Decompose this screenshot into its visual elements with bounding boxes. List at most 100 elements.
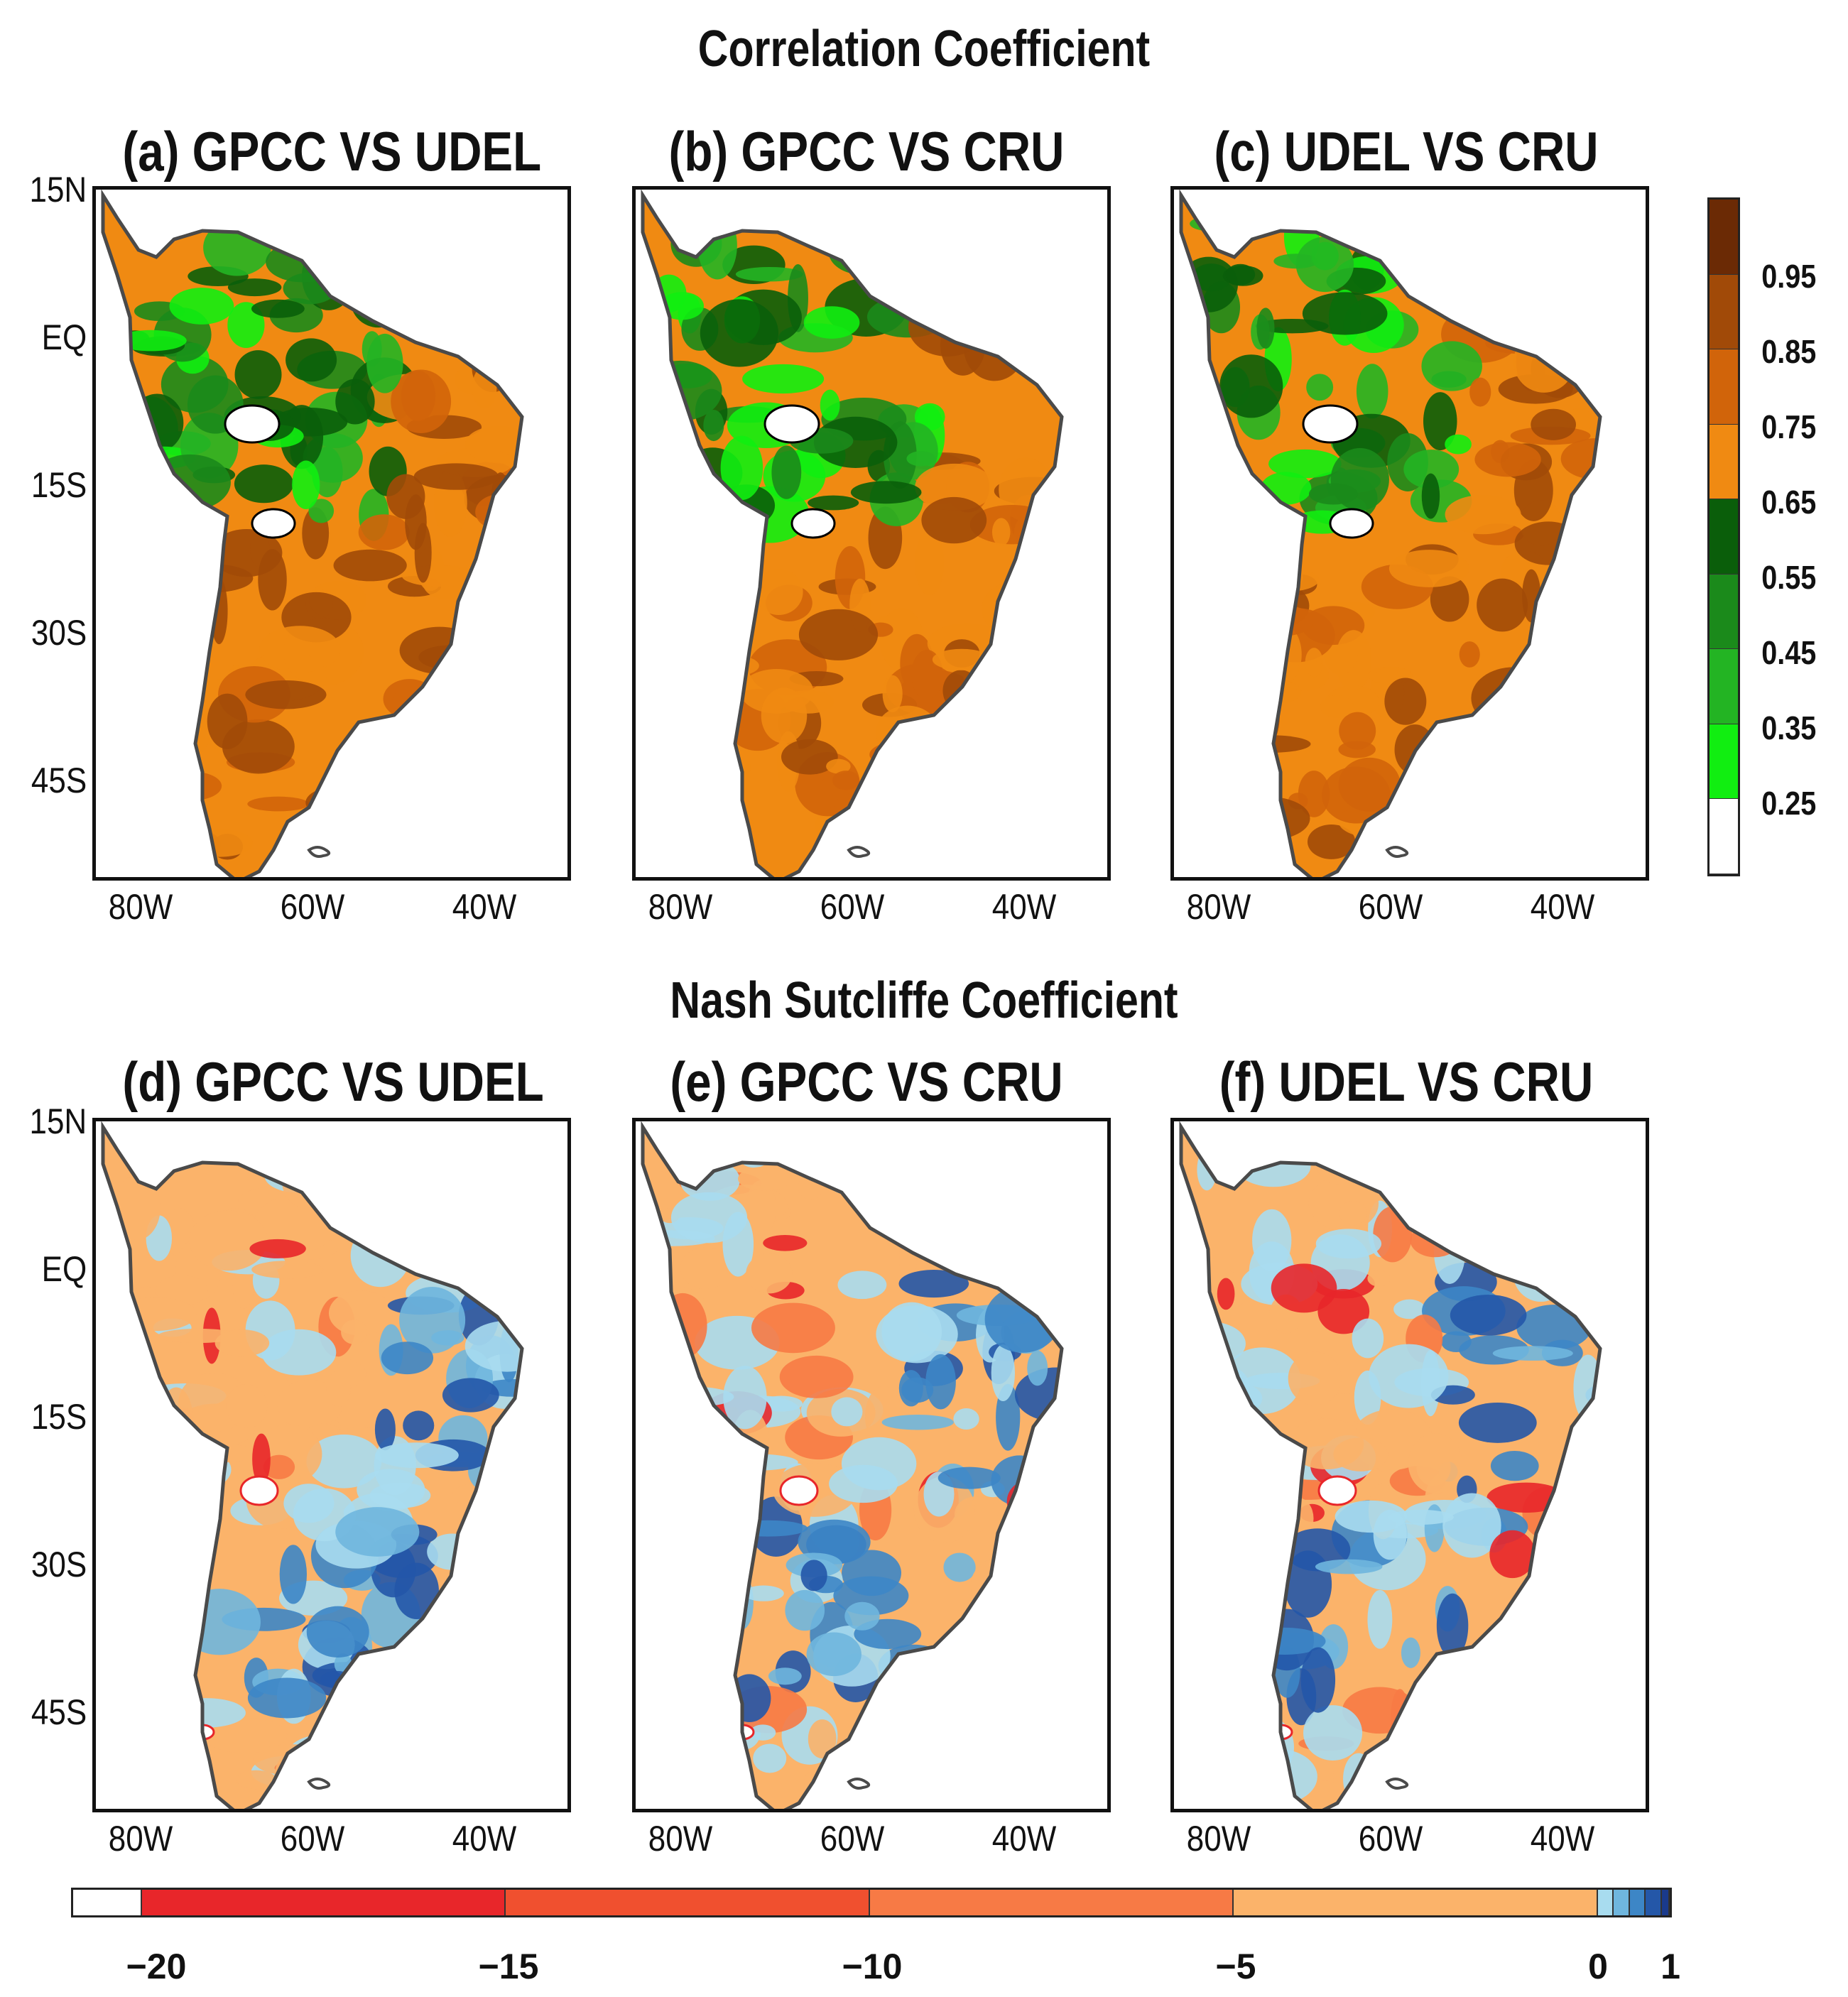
contour-patch bbox=[1428, 1717, 1504, 1738]
corr-cb-label-095: 0.95 bbox=[1761, 258, 1817, 295]
contour-patch bbox=[1352, 1318, 1384, 1359]
contour-patch bbox=[279, 1545, 308, 1604]
contour-patch bbox=[1225, 263, 1256, 285]
contour-patch bbox=[707, 501, 737, 562]
nse-cb-label-0: 0 bbox=[1588, 1947, 1608, 1986]
contour-patch bbox=[826, 758, 851, 774]
contour-patch bbox=[1521, 842, 1589, 857]
contour-patch bbox=[369, 1189, 403, 1232]
nse-colorbar-segment bbox=[869, 1890, 1234, 1915]
contour-patch bbox=[1567, 522, 1600, 538]
contour-patch bbox=[387, 1653, 420, 1699]
contour-patch bbox=[286, 338, 337, 382]
contour-patch bbox=[1570, 288, 1594, 330]
contour-patch bbox=[271, 1150, 294, 1177]
island-outline bbox=[1385, 846, 1409, 858]
contour-patch bbox=[986, 303, 1058, 325]
contour-patch bbox=[921, 496, 987, 544]
contour-patch bbox=[1305, 648, 1323, 678]
contour-patch bbox=[1288, 1351, 1342, 1405]
contour-patch bbox=[1218, 1761, 1239, 1807]
contour-patch bbox=[1011, 578, 1058, 605]
contour-patch bbox=[737, 1166, 792, 1191]
contour-patch bbox=[1393, 1299, 1426, 1319]
lon-tick-40w: 40W bbox=[991, 1819, 1057, 1859]
contour-patch bbox=[113, 1175, 161, 1241]
contour-patch bbox=[1442, 1493, 1501, 1558]
lat-tick-15s: 15S bbox=[31, 465, 87, 505]
contour-patch bbox=[114, 671, 185, 706]
contour-patch bbox=[1561, 724, 1586, 745]
contour-patch bbox=[350, 271, 406, 328]
contour-patch bbox=[1528, 731, 1570, 778]
contour-patch bbox=[896, 1682, 970, 1745]
contour-patch bbox=[464, 425, 522, 464]
contour-patch bbox=[274, 1758, 356, 1779]
corr-colorbar-segment bbox=[1710, 799, 1738, 874]
contour-patch bbox=[706, 626, 744, 658]
lat-tick-eq: EQ bbox=[41, 1249, 87, 1289]
corr-cb-label-075: 0.75 bbox=[1761, 408, 1817, 445]
contour-patch bbox=[1483, 1658, 1546, 1676]
contour-patch bbox=[485, 298, 522, 348]
nse-colorbar-segment bbox=[1614, 1890, 1630, 1915]
contour-patch bbox=[1514, 521, 1582, 565]
contour-patch bbox=[960, 1180, 1031, 1227]
map-svg bbox=[1179, 1121, 1602, 1809]
contour-patch bbox=[1413, 741, 1458, 807]
contour-patch bbox=[749, 1724, 776, 1741]
below-threshold-area bbox=[763, 404, 820, 444]
contour-patch bbox=[1224, 1537, 1292, 1591]
contour-patch bbox=[986, 766, 1016, 816]
contour-patch bbox=[1445, 434, 1472, 455]
contour-patch bbox=[410, 232, 455, 256]
contour-patch bbox=[647, 1754, 714, 1775]
contour-patch bbox=[653, 1386, 734, 1408]
contour-patch bbox=[1036, 1258, 1059, 1305]
lon-tick-60w: 60W bbox=[280, 887, 345, 927]
contour-patch bbox=[1445, 1161, 1511, 1213]
contour-patch bbox=[452, 1481, 516, 1508]
contour-patch bbox=[251, 299, 305, 318]
contour-patch bbox=[1242, 1675, 1273, 1737]
contour-patch bbox=[746, 1180, 776, 1236]
contour-patch bbox=[1369, 1344, 1449, 1408]
contour-patch bbox=[681, 1513, 700, 1533]
contour-patch bbox=[358, 514, 410, 550]
corr-cb-label-065: 0.65 bbox=[1761, 484, 1817, 521]
contour-patch bbox=[1308, 1175, 1379, 1231]
corr-colorbar-segment bbox=[1710, 424, 1738, 500]
contour-patch bbox=[381, 1162, 433, 1192]
contour-patch bbox=[1200, 500, 1218, 558]
contour-patch bbox=[962, 1726, 1031, 1787]
contour-patch bbox=[496, 298, 522, 336]
lat-tick-30s: 30S bbox=[31, 613, 87, 653]
contour-patch bbox=[1190, 690, 1241, 742]
contour-patch bbox=[460, 1532, 522, 1571]
contour-patch bbox=[779, 1355, 854, 1398]
contour-patch bbox=[1388, 550, 1469, 587]
contour-patch bbox=[1421, 473, 1440, 519]
contour-patch bbox=[925, 798, 960, 862]
contour-patch bbox=[654, 556, 714, 572]
contour-patch bbox=[283, 1484, 335, 1523]
contour-patch bbox=[116, 1556, 163, 1609]
contour-patch bbox=[1575, 1552, 1594, 1618]
contour-patch bbox=[1461, 778, 1526, 816]
contour-patch bbox=[356, 1687, 429, 1716]
contour-patch bbox=[1532, 1643, 1558, 1675]
lon-tick-80w: 80W bbox=[108, 887, 173, 927]
contour-patch bbox=[440, 818, 474, 838]
contour-patch bbox=[1477, 578, 1528, 632]
contour-patch bbox=[1222, 815, 1273, 831]
contour-patch bbox=[670, 1192, 748, 1244]
contour-patch bbox=[1009, 1557, 1062, 1586]
contour-patch bbox=[832, 771, 860, 790]
contour-patch bbox=[980, 262, 1048, 300]
contour-patch bbox=[1225, 660, 1266, 692]
nse-colorbar-segment bbox=[1646, 1890, 1662, 1915]
contour-patch bbox=[742, 364, 825, 394]
contour-patch bbox=[680, 1247, 731, 1290]
lon-tick-40w: 40W bbox=[1530, 1819, 1595, 1859]
corr-colorbar-segment bbox=[1710, 274, 1738, 350]
